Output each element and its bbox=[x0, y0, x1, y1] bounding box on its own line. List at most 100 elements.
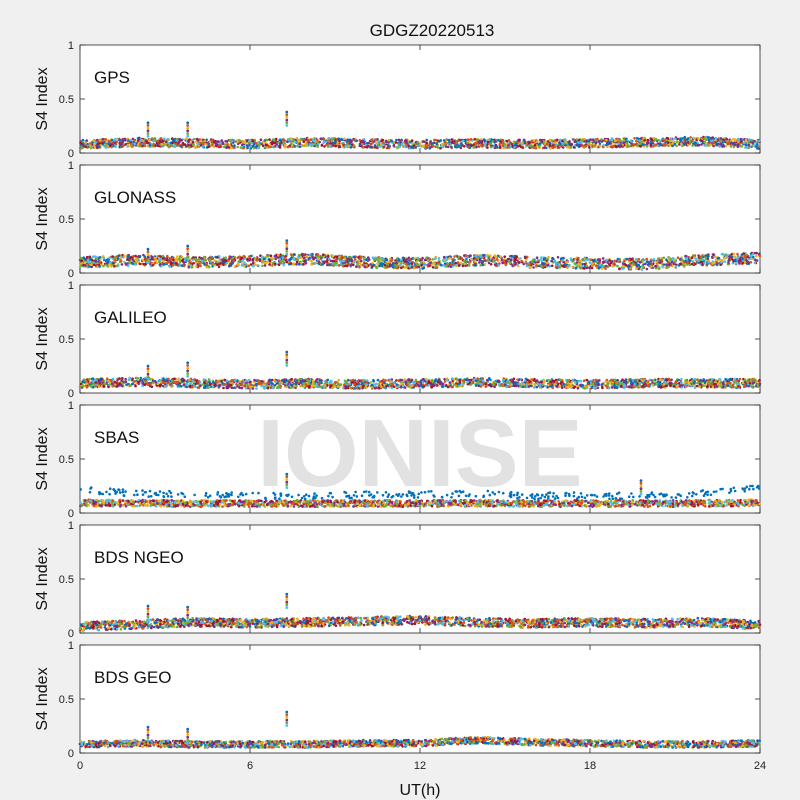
data-point bbox=[410, 266, 414, 269]
data-point bbox=[662, 143, 666, 147]
data-point bbox=[104, 137, 107, 141]
data-point bbox=[721, 252, 725, 256]
data-point bbox=[750, 138, 753, 142]
data-point bbox=[457, 145, 461, 148]
data-point bbox=[747, 140, 751, 144]
data-point bbox=[578, 259, 582, 263]
data-point bbox=[725, 138, 729, 141]
data-point bbox=[576, 258, 579, 262]
data-point bbox=[433, 138, 436, 142]
spike-point bbox=[146, 261, 150, 265]
data-point bbox=[554, 265, 558, 269]
data-point bbox=[753, 261, 757, 265]
data-point bbox=[292, 258, 296, 261]
data-point bbox=[613, 259, 617, 263]
data-point bbox=[666, 141, 670, 144]
data-point bbox=[311, 252, 314, 256]
data-point bbox=[584, 144, 588, 148]
data-point bbox=[568, 140, 571, 143]
data-point bbox=[205, 266, 208, 269]
data-point bbox=[451, 263, 454, 266]
y-tick-label: 0.5 bbox=[59, 94, 74, 106]
data-point bbox=[420, 263, 424, 267]
data-point bbox=[351, 263, 355, 267]
data-point bbox=[438, 139, 442, 143]
data-point bbox=[590, 266, 594, 270]
data-point bbox=[222, 258, 225, 261]
data-point bbox=[498, 142, 502, 146]
spike-point bbox=[146, 255, 150, 259]
data-point bbox=[82, 263, 85, 267]
data-point bbox=[289, 253, 293, 256]
data-point bbox=[540, 139, 543, 142]
data-point bbox=[200, 257, 203, 260]
data-point bbox=[170, 137, 174, 140]
data-point bbox=[261, 144, 265, 147]
data-point bbox=[223, 143, 227, 146]
data-point bbox=[424, 144, 428, 147]
data-point bbox=[344, 144, 348, 148]
data-point bbox=[688, 141, 692, 144]
data-point bbox=[674, 265, 678, 268]
y-tick-label: 1 bbox=[68, 40, 74, 52]
data-point bbox=[293, 253, 296, 256]
data-point bbox=[240, 264, 244, 267]
data-point bbox=[694, 262, 697, 266]
data-point bbox=[394, 141, 398, 144]
data-point bbox=[205, 138, 208, 142]
data-point bbox=[403, 260, 407, 263]
data-point bbox=[437, 257, 441, 260]
data-point bbox=[447, 138, 451, 142]
data-point bbox=[730, 255, 734, 259]
data-point bbox=[134, 384, 137, 388]
data-point bbox=[593, 145, 596, 148]
data-point bbox=[544, 146, 548, 150]
data-point bbox=[714, 255, 717, 259]
data-point bbox=[201, 145, 204, 149]
data-point bbox=[445, 258, 448, 262]
data-point bbox=[158, 140, 161, 144]
data-point bbox=[284, 144, 287, 147]
data-point bbox=[251, 261, 255, 265]
data-point bbox=[473, 262, 477, 266]
spike-point bbox=[186, 252, 190, 256]
data-point bbox=[741, 261, 744, 265]
spike-point bbox=[146, 132, 150, 136]
data-point bbox=[266, 260, 269, 264]
data-point bbox=[222, 262, 225, 266]
data-point bbox=[481, 263, 485, 267]
data-point bbox=[119, 256, 122, 260]
data-point bbox=[170, 261, 173, 265]
data-point bbox=[609, 145, 613, 149]
data-point bbox=[616, 264, 619, 268]
data-point bbox=[585, 258, 588, 262]
data-point bbox=[303, 143, 307, 146]
data-point bbox=[468, 146, 472, 149]
data-point bbox=[726, 253, 730, 257]
data-point bbox=[601, 260, 605, 264]
data-point bbox=[314, 262, 317, 265]
data-point bbox=[248, 258, 251, 262]
data-point bbox=[716, 138, 720, 141]
data-point bbox=[248, 255, 251, 259]
data-point bbox=[191, 141, 195, 144]
data-point bbox=[147, 139, 151, 142]
data-point bbox=[386, 144, 390, 147]
data-point bbox=[187, 140, 190, 143]
data-point bbox=[756, 147, 759, 150]
data-point bbox=[343, 255, 346, 259]
data-point bbox=[221, 142, 225, 146]
data-point bbox=[716, 259, 719, 262]
data-point bbox=[134, 258, 138, 261]
data-point bbox=[662, 138, 665, 142]
data-point bbox=[670, 260, 674, 264]
data-point bbox=[434, 256, 437, 260]
data-point bbox=[141, 139, 144, 142]
data-point bbox=[518, 144, 521, 148]
data-point bbox=[397, 258, 401, 261]
data-point bbox=[676, 256, 680, 260]
data-point bbox=[645, 260, 649, 264]
data-point bbox=[442, 139, 446, 142]
data-point bbox=[559, 257, 563, 261]
data-point bbox=[719, 139, 722, 143]
